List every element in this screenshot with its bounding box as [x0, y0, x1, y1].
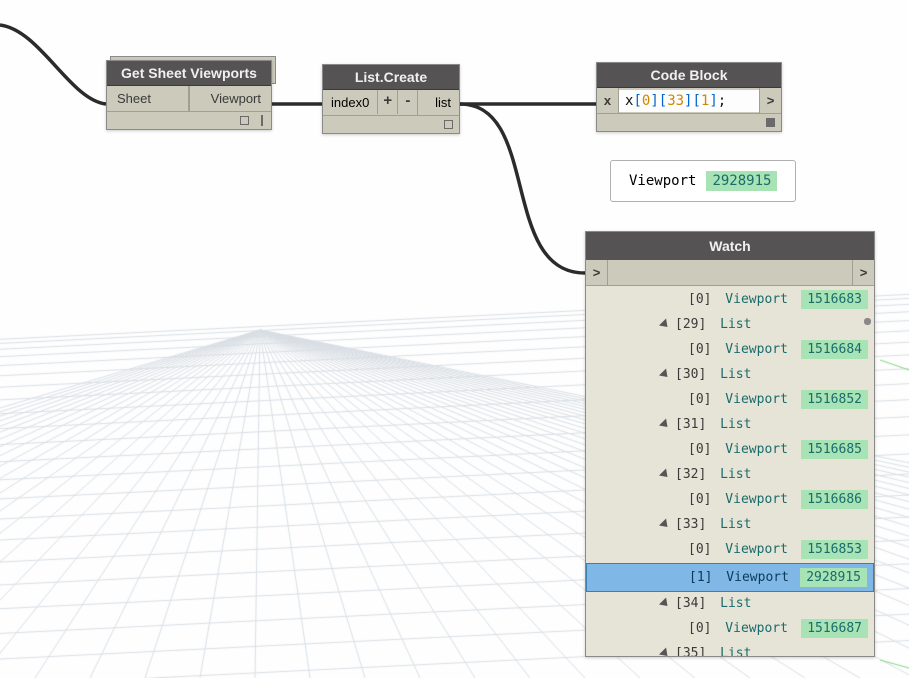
row-index: [35] — [675, 646, 706, 656]
watch-topbar-spacer — [608, 260, 852, 285]
watch-input-port[interactable]: > — [586, 260, 608, 285]
node-footer — [107, 111, 271, 129]
row-label: List — [712, 596, 751, 611]
row-label: List — [712, 367, 751, 382]
node-footer — [323, 115, 459, 133]
tree-list-item[interactable]: [29] List — [586, 313, 874, 336]
port-x[interactable]: x — [597, 88, 619, 113]
row-label: Viewport — [717, 492, 787, 507]
watch-tree[interactable]: [0] Viewport1516683[29] List[0] Viewport… — [586, 286, 874, 656]
row-value: 1516687 — [801, 619, 868, 638]
row-index: [0] — [688, 492, 711, 507]
row-value: 1516686 — [801, 490, 868, 509]
tree-list-item[interactable]: [33] List — [586, 513, 874, 536]
row-label: List — [712, 467, 751, 482]
remove-input-button[interactable]: - — [397, 90, 417, 114]
expand-icon[interactable] — [659, 597, 671, 609]
tree-list-item[interactable]: [30] List — [586, 363, 874, 386]
expand-icon[interactable] — [659, 468, 671, 480]
get-sheet-viewports-node[interactable]: Get Sheet Viewports Sheet Viewport — [106, 60, 272, 130]
port-viewport[interactable]: Viewport — [189, 86, 271, 111]
row-index: [32] — [675, 467, 706, 482]
watch-node[interactable]: Watch > > [0] Viewport1516683[29] List[0… — [585, 231, 875, 657]
tree-leaf-item[interactable]: [0] Viewport 1516686 — [586, 486, 874, 513]
code-text[interactable]: x[0][33][1]; — [619, 90, 759, 112]
row-label: Viewport — [717, 292, 787, 307]
row-index: [0] — [688, 392, 711, 407]
row-value: 2928915 — [800, 568, 867, 587]
scrollbar-thumb[interactable] — [864, 318, 871, 325]
row-index: [30] — [675, 367, 706, 382]
node-title: List.Create — [323, 65, 459, 90]
row-index: [0] — [688, 621, 711, 636]
node-title: Get Sheet Viewports — [107, 61, 271, 86]
row-value: 1516852 — [801, 390, 868, 409]
port-index0[interactable]: index0 — [323, 90, 377, 115]
row-index: [0] — [688, 342, 711, 357]
tree-list-item[interactable]: [32] List — [586, 463, 874, 486]
tree-list-item[interactable]: [31] List — [586, 413, 874, 436]
row-index: [34] — [675, 596, 706, 611]
row-index: [29] — [675, 317, 706, 332]
tree-leaf-item[interactable]: [0] Viewport 1516683 — [586, 286, 874, 313]
tree-list-item[interactable]: [34] List — [586, 592, 874, 615]
row-label: Viewport — [718, 570, 788, 585]
row-label: Viewport — [717, 542, 787, 557]
row-index: [31] — [675, 417, 706, 432]
row-label: Viewport — [717, 342, 787, 357]
row-label: Viewport — [717, 442, 787, 457]
node-footer — [597, 113, 781, 131]
row-index: [0] — [688, 542, 711, 557]
node-title: Watch — [586, 232, 874, 260]
watch-output-port[interactable]: > — [852, 260, 874, 285]
result-preview: Viewport 2928915 — [610, 160, 796, 202]
row-label: List — [712, 417, 751, 432]
row-label: List — [712, 646, 751, 656]
row-label: Viewport — [717, 392, 787, 407]
preview-toggle-icon[interactable] — [444, 120, 453, 129]
node-title: Code Block — [597, 63, 781, 88]
tree-leaf-item[interactable]: [0] Viewport 1516852 — [586, 386, 874, 413]
expand-icon[interactable] — [659, 368, 671, 380]
row-index: [33] — [675, 517, 706, 532]
row-value: 1516684 — [801, 340, 868, 359]
expand-icon[interactable] — [659, 647, 671, 656]
row-label: Viewport — [717, 621, 787, 636]
expand-icon[interactable] — [659, 518, 671, 530]
row-value: 1516683 — [801, 290, 868, 309]
preview-toggle-icon[interactable] — [240, 116, 249, 125]
tree-leaf-item[interactable]: [1] Viewport 2928915 — [586, 563, 874, 592]
result-label: Viewport — [629, 173, 696, 189]
row-value: 1516853 — [801, 540, 868, 559]
tree-leaf-item[interactable]: [0] Viewport 1516685 — [586, 436, 874, 463]
expand-icon[interactable] — [659, 318, 671, 330]
tree-leaf-item[interactable]: [0] Viewport 1516684 — [586, 336, 874, 363]
row-label: List — [712, 317, 751, 332]
row-index: [0] — [688, 442, 711, 457]
preview-toggle-icon[interactable] — [766, 118, 775, 127]
list-create-node[interactable]: List.Create index0 + - list — [322, 64, 460, 134]
code-block-node[interactable]: Code Block x x[0][33][1]; > — [596, 62, 782, 132]
row-index: [1] — [689, 570, 712, 585]
expand-icon[interactable] — [659, 418, 671, 430]
tree-list-item[interactable]: [35] List — [586, 642, 874, 656]
row-label: List — [712, 517, 751, 532]
row-index: [0] — [688, 292, 711, 307]
add-input-button[interactable]: + — [377, 90, 397, 114]
result-value: 2928915 — [706, 171, 777, 191]
tree-leaf-item[interactable]: [0] Viewport 1516853 — [586, 536, 874, 563]
port-list[interactable]: list — [417, 90, 459, 115]
lacing-icon[interactable] — [261, 115, 263, 126]
port-sheet[interactable]: Sheet — [107, 86, 189, 111]
row-value: 1516685 — [801, 440, 868, 459]
port-out[interactable]: > — [759, 88, 781, 113]
tree-leaf-item[interactable]: [0] Viewport 1516687 — [586, 615, 874, 642]
